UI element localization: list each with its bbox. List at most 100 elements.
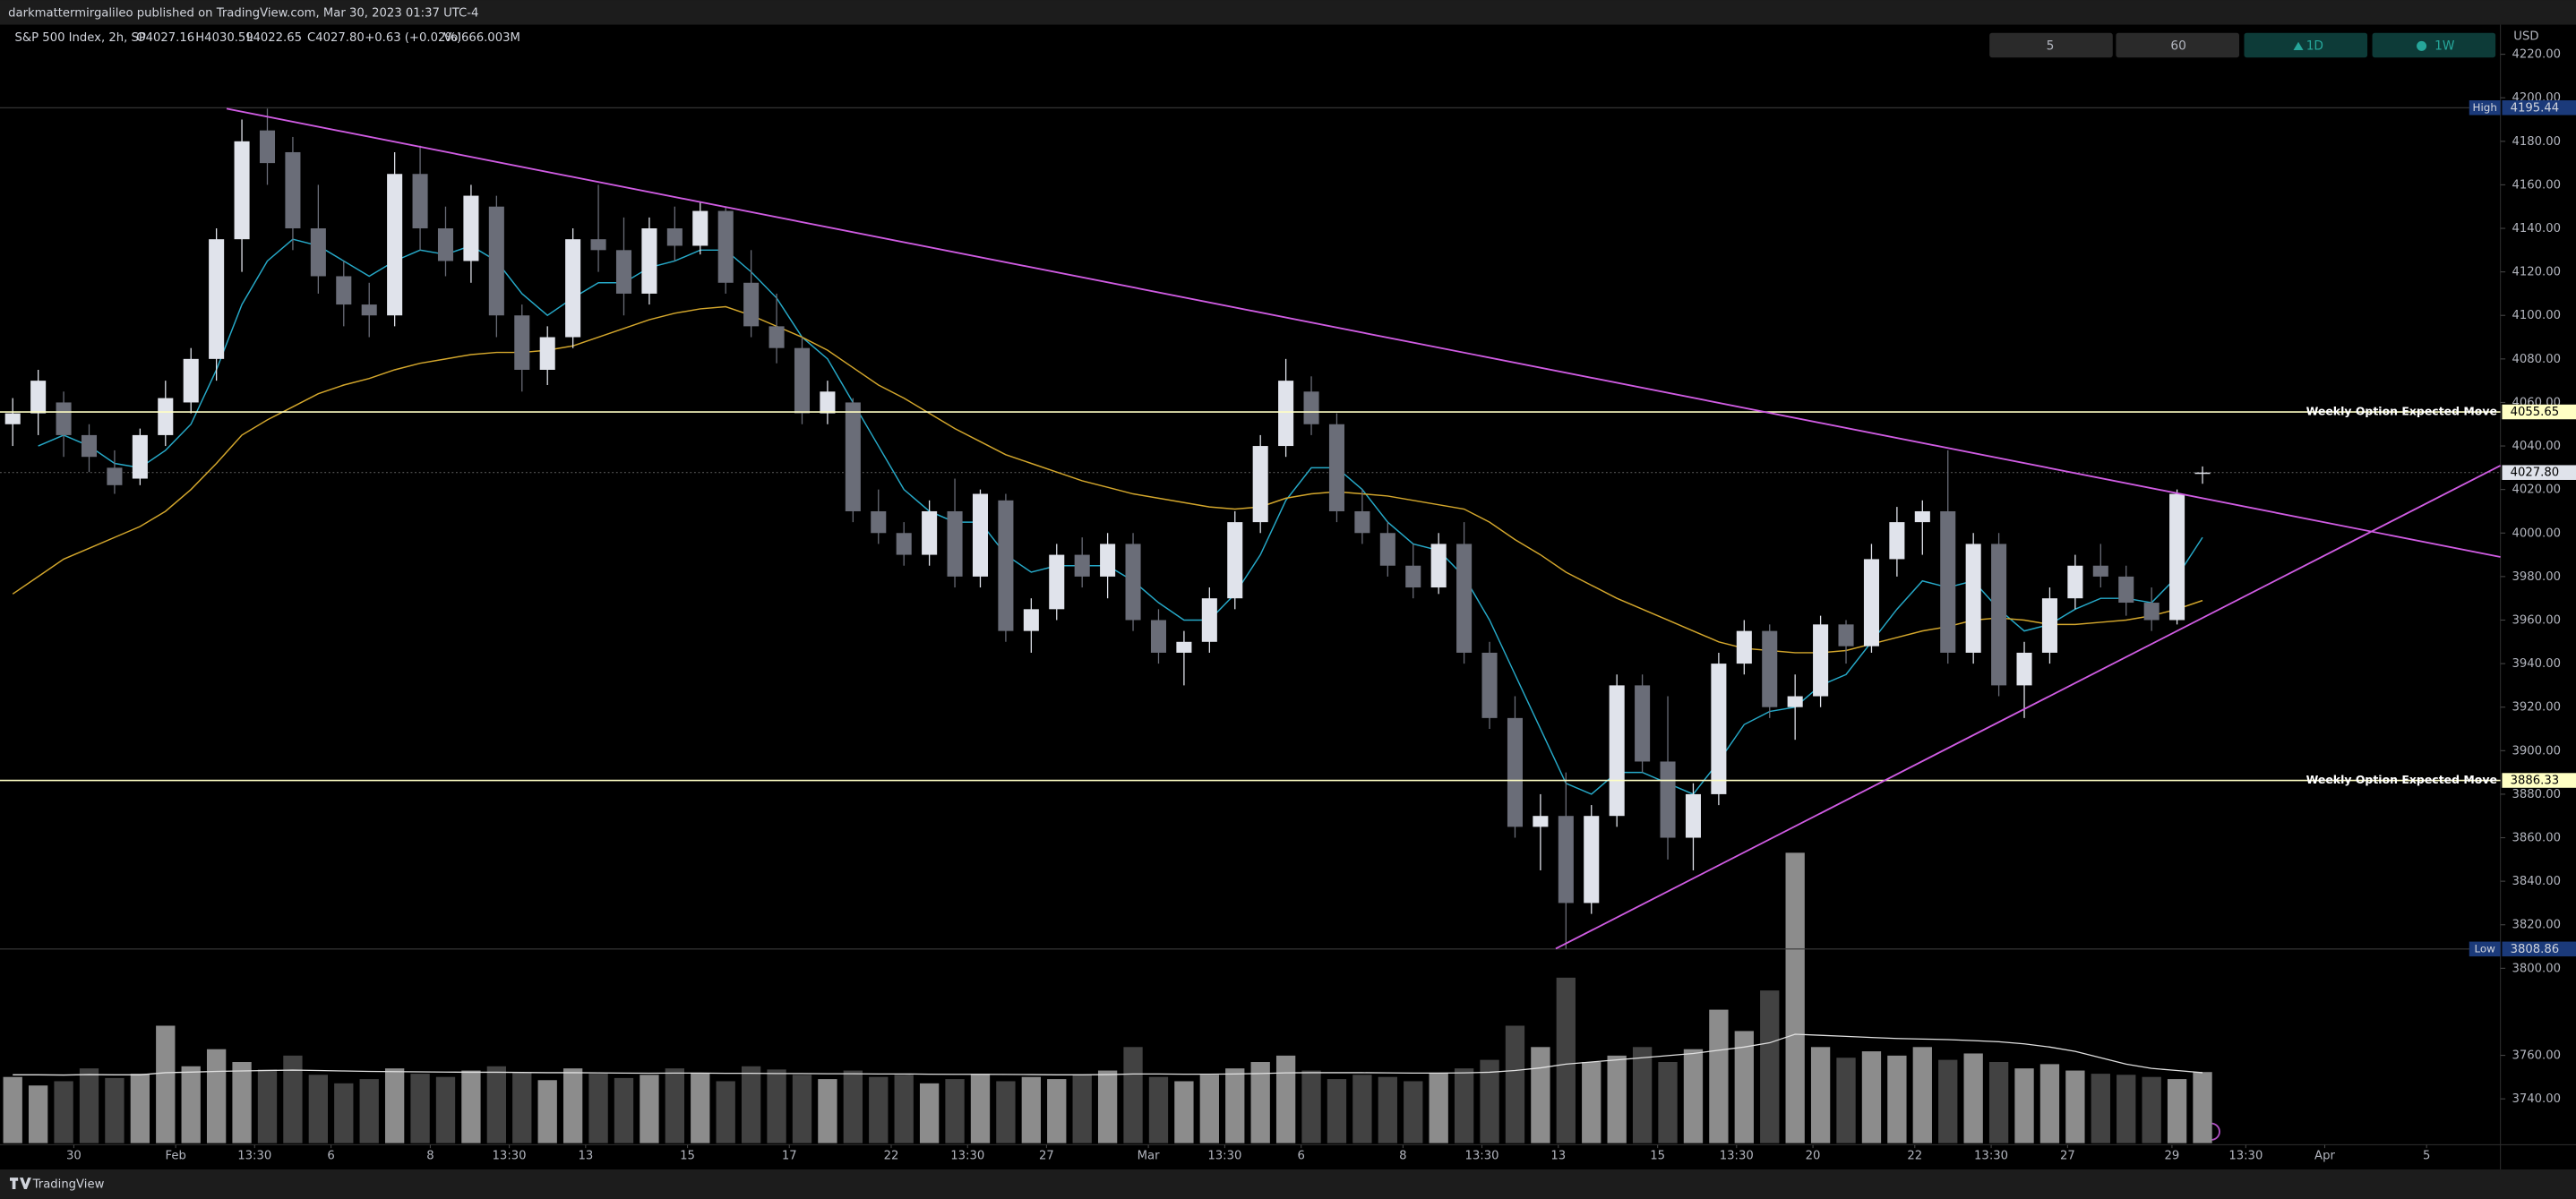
y-tick-label: 4100.00 — [2512, 309, 2561, 322]
volume-bar — [1275, 1055, 1296, 1143]
volume-bar — [79, 1068, 99, 1143]
up-icon — [2293, 41, 2304, 50]
candle-body — [1889, 522, 1905, 560]
y-tick-label: 4040.00 — [2512, 440, 2561, 453]
y-tick-label: 3900.00 — [2512, 744, 2561, 758]
last-price-badge — [2502, 465, 2576, 480]
button-label[interactable]: 60 — [2170, 39, 2186, 53]
symbol: S&P 500 Index, 2h, SP — [15, 31, 146, 45]
candle-body — [666, 228, 683, 246]
y-tick-label: 3860.00 — [2512, 832, 2561, 845]
candle-body — [463, 195, 479, 261]
volume-bar — [283, 1055, 303, 1143]
volume-bar — [716, 1081, 735, 1143]
candle-body — [998, 500, 1014, 631]
footer-bar — [0, 1169, 2576, 1199]
x-tick-label: 29 — [2165, 1149, 2180, 1162]
volume-bar — [1632, 1047, 1653, 1143]
candle-body — [743, 282, 760, 327]
candle-body — [209, 239, 225, 359]
volume-bar — [1582, 1062, 1601, 1143]
x-tick-label: 13:30 — [2228, 1149, 2263, 1162]
candle-body — [387, 174, 403, 316]
volume-bar — [1683, 1049, 1704, 1143]
volume-bar — [1047, 1079, 1067, 1143]
volume-ma-line — [13, 1033, 2203, 1076]
volume-bar — [206, 1049, 227, 1143]
y-tick-label: 3940.00 — [2512, 657, 2561, 671]
volume-bar — [384, 1068, 405, 1143]
volume-bar — [1785, 852, 1805, 1143]
candle-body — [1125, 544, 1141, 621]
volume-bar — [1531, 1047, 1550, 1143]
high-value-badge — [2502, 100, 2576, 116]
candle-body — [641, 228, 657, 294]
button-label[interactable]: 5 — [2047, 39, 2055, 53]
volume-bar — [1810, 1047, 1831, 1143]
y-tick-label: 3800.00 — [2512, 962, 2561, 975]
circle-icon — [2417, 40, 2427, 51]
volume-bar — [156, 1025, 176, 1143]
candle-body — [1813, 624, 1829, 697]
button[interactable] — [2372, 32, 2496, 58]
candle-body — [1023, 609, 1039, 631]
candle-body — [590, 239, 606, 251]
y-tick-label: 4140.00 — [2512, 222, 2561, 236]
y-tick-label: 3820.00 — [2512, 919, 2561, 932]
button-label[interactable]: 1D — [2306, 39, 2323, 53]
y-tick-label: 3980.00 — [2512, 570, 2561, 584]
y-tick-label: 3740.00 — [2512, 1092, 2561, 1106]
candle-body — [1328, 424, 1344, 511]
candle-body — [1838, 624, 1854, 647]
volume-bar — [410, 1074, 430, 1143]
candle-body — [2041, 598, 2057, 653]
moving-average — [12, 305, 2203, 654]
volume-bar — [640, 1075, 659, 1143]
button[interactable] — [2244, 32, 2368, 58]
button-label[interactable]: 1W — [2434, 39, 2455, 53]
volume-bar — [1352, 1075, 1372, 1143]
candle-body — [107, 467, 123, 485]
low-badge-name: Low — [2474, 942, 2495, 955]
price-badge — [2502, 404, 2576, 420]
volume-bar — [257, 1069, 278, 1143]
candle-body — [717, 210, 734, 283]
button[interactable] — [2116, 32, 2239, 58]
volume-bar — [54, 1081, 73, 1143]
low-value: 3808.86 — [2511, 943, 2560, 956]
y-tick-label: 4000.00 — [2512, 527, 2561, 540]
candle-body — [794, 347, 811, 414]
y-tick-label: 3880.00 — [2512, 788, 2561, 801]
candle-body — [1558, 816, 1574, 904]
high-badge-name: High — [2473, 101, 2497, 114]
candle-body — [1787, 696, 1803, 707]
legend: S&P 500 Index, 2h, SP O4027.16 H4030.59 … — [15, 31, 520, 45]
volume-bar — [869, 1076, 889, 1143]
volume-bar — [665, 1068, 685, 1143]
volume-bar — [1123, 1047, 1143, 1143]
y-tick-label: 4180.00 — [2512, 135, 2561, 149]
x-tick-label: 22 — [1907, 1149, 1922, 1162]
y-tick-label: 4220.00 — [2512, 48, 2561, 62]
volume-bar — [1988, 1062, 2009, 1143]
y-tick-label: 4160.00 — [2512, 178, 2561, 192]
button[interactable] — [1989, 32, 2113, 58]
candle-body — [285, 151, 301, 229]
volume-bar — [843, 1070, 863, 1143]
volume-bar — [894, 1075, 914, 1143]
volume-bar — [1912, 1047, 1932, 1143]
last-price-label: 4027.80 — [2511, 467, 2560, 480]
candle-body — [259, 130, 276, 164]
candle-body — [30, 381, 47, 414]
volume-bar — [486, 1066, 507, 1143]
volume-bar — [767, 1069, 786, 1143]
candle-body — [158, 398, 174, 435]
candle-body — [1914, 510, 1930, 523]
volume-bar — [461, 1070, 481, 1143]
low-value-badge — [2502, 941, 2576, 957]
candle-body — [2092, 565, 2108, 577]
candle-body — [2169, 493, 2185, 621]
y-tick-label: 4020.00 — [2512, 484, 2561, 497]
candle-body — [1303, 391, 1319, 424]
